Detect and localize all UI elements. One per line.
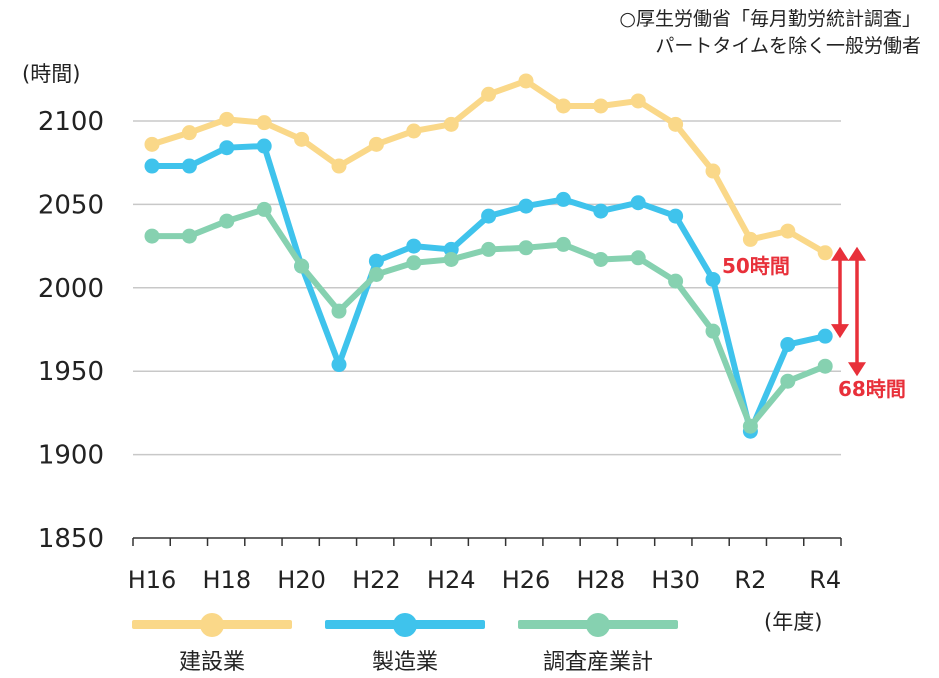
legend: 建設業 製造業 調査産業計 — [0, 612, 939, 678]
series-0-point-H17 — [181, 125, 197, 141]
x-tick-label-R4: R4 — [809, 566, 841, 594]
legend-label-manufacturing: 製造業 — [371, 650, 438, 675]
gap-arrow-50-head-top — [831, 246, 849, 261]
series-0-point-H26 — [518, 73, 534, 89]
series-0-point-H25 — [481, 86, 497, 102]
series-0-point-H19 — [256, 115, 272, 131]
source-note-line1: ○厚生労働省「毎月勤労統計調査」 — [619, 8, 921, 30]
x-axis-unit: (年度) — [764, 610, 823, 634]
series-0-point-H23 — [406, 123, 422, 139]
series-2-point-H20 — [294, 258, 310, 274]
x-tick-label-H26: H26 — [502, 566, 551, 594]
series-0-point-R1 — [705, 163, 721, 179]
y-tick-label-2000: 2000 — [38, 274, 104, 304]
series-1-point-H28 — [593, 203, 609, 219]
series-2-point-H24 — [443, 251, 459, 267]
series-2-point-H18 — [219, 213, 235, 229]
series-2-point-H22 — [368, 266, 384, 282]
series-1-point-H17 — [181, 158, 197, 174]
legend-item-manufacturing: 製造業 — [325, 612, 485, 676]
gap-annotation-50: 50時間 — [722, 254, 790, 278]
line-chart: 1850 1900 1950 2000 2050 2100 H16 H18 H20 H22 H24… — [38, 73, 906, 594]
series-2-point-H16 — [144, 228, 160, 244]
series-1-point-H21 — [331, 357, 347, 373]
y-tick-label-2050: 2050 — [38, 190, 104, 220]
x-tick-label-H28: H28 — [577, 566, 626, 594]
series-1-point-H27 — [555, 191, 571, 207]
series-1-point-R1 — [705, 271, 721, 287]
series-0-point-H16 — [144, 136, 160, 152]
gap-arrows — [831, 246, 866, 377]
series-0-point-H28 — [593, 98, 609, 114]
series-2-point-H29 — [630, 250, 646, 266]
series-2-point-H28 — [593, 251, 609, 267]
legend-item-construction: 建設業 — [132, 612, 292, 676]
series-0-point-R4 — [817, 245, 833, 261]
series-0-point-R2 — [742, 231, 758, 247]
series-1-point-R3 — [780, 337, 796, 353]
y-tick-label-1900: 1900 — [38, 441, 104, 471]
legend-label-all-industries: 調査産業計 — [542, 650, 653, 675]
y-axis-ticks: 1850 1900 1950 2000 2050 2100 — [38, 107, 104, 554]
gap-arrow-68-head-bottom — [848, 362, 866, 377]
y-axis-unit: (時間) — [22, 62, 81, 86]
series-group — [144, 73, 833, 439]
x-tick-label-H22: H22 — [352, 566, 401, 594]
series-0-point-H20 — [294, 131, 310, 147]
series-2-point-H23 — [406, 255, 422, 271]
series-1-point-H22 — [368, 253, 384, 269]
series-1-point-H19 — [256, 138, 272, 154]
series-0-point-H27 — [555, 98, 571, 114]
series-1-point-H16 — [144, 158, 160, 174]
series-0-point-H22 — [368, 136, 384, 152]
series-0-point-H18 — [219, 111, 235, 127]
series-1-point-H23 — [406, 238, 422, 254]
legend-marker-all-industries — [586, 613, 610, 637]
grid-lines — [133, 120, 841, 456]
legend-label-construction: 建設業 — [178, 650, 245, 675]
y-tick-label-1950: 1950 — [38, 357, 104, 387]
series-2-point-H26 — [518, 240, 534, 256]
x-tick-label-H16: H16 — [128, 566, 177, 594]
series-2-point-R1 — [705, 323, 721, 339]
legend-item-all-industries: 調査産業計 — [518, 612, 678, 676]
series-line-0 — [151, 77, 827, 256]
source-note-line2: パートタイムを除く一般労働者 — [655, 35, 921, 57]
series-0-point-H29 — [630, 93, 646, 109]
legend-marker-manufacturing — [393, 613, 417, 637]
series-0-point-R3 — [780, 223, 796, 239]
y-tick-label-1850: 1850 — [38, 524, 104, 554]
series-2-point-H19 — [256, 201, 272, 217]
series-1-point-H26 — [518, 198, 534, 214]
series-0-point-H24 — [443, 116, 459, 132]
series-1-point-R4 — [817, 328, 833, 344]
x-tick-label-R2: R2 — [734, 566, 766, 594]
x-tick-label-H30: H30 — [651, 566, 700, 594]
series-2-point-H30 — [668, 273, 684, 289]
legend-marker-construction — [200, 613, 224, 637]
gap-arrow-68-head-top — [848, 246, 866, 261]
series-2-point-R4 — [817, 358, 833, 374]
series-0-point-H21 — [331, 158, 347, 174]
series-2-point-H25 — [481, 241, 497, 257]
gap-arrow-50-head-bottom — [831, 324, 849, 339]
y-tick-label-2100: 2100 — [38, 107, 104, 137]
series-1-point-H30 — [668, 208, 684, 224]
series-0-point-H30 — [668, 116, 684, 132]
source-note: ○厚生労働省「毎月勤労統計調査」 パートタイムを除く一般労働者 — [619, 6, 921, 60]
series-1-point-H29 — [630, 195, 646, 211]
gap-annotation-68: 68時間 — [838, 377, 906, 401]
series-2-point-R2 — [742, 418, 758, 434]
x-tick-label-H18: H18 — [203, 566, 252, 594]
series-2-point-H17 — [181, 228, 197, 244]
series-2-point-R3 — [780, 373, 796, 389]
x-tick-label-H20: H20 — [277, 566, 326, 594]
x-axis: H16 H18 H20 H22 H24 H26 H28 H30 R2 R4 — [128, 537, 842, 594]
series-2-point-H21 — [331, 303, 347, 319]
x-tick-label-H24: H24 — [427, 566, 476, 594]
series-1-point-H18 — [219, 140, 235, 156]
series-1-point-H25 — [481, 208, 497, 224]
series-2-point-H27 — [555, 236, 571, 252]
